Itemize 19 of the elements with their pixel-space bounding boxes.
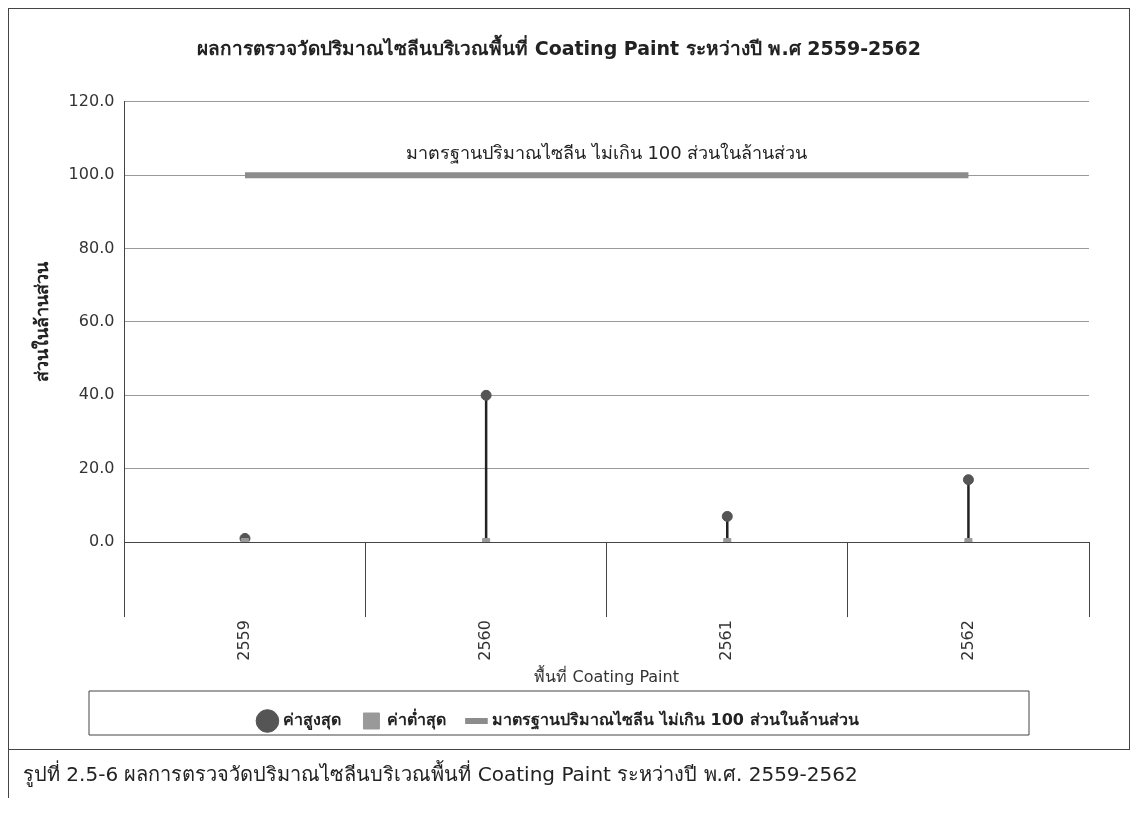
y-tick-label: 60.0 bbox=[78, 311, 115, 331]
legend-label: ค่าสูงสุด bbox=[283, 710, 342, 732]
annotation: มาตรฐานปริมาณไซลีน ไม่เกิน 100 ส่วนในล้านส่วน bbox=[405, 141, 808, 164]
x-tick-label: 2559 bbox=[234, 620, 254, 661]
y-tick-label: 120.0 bbox=[68, 90, 115, 110]
y-axis-title: ส่วนในล้านส่วน bbox=[31, 260, 53, 382]
text: รูปที่ 2.5-6 ผลการตรวจวัดปริมาณไซลีนบริเวณพื้นที่ Coating Paint ระหว่างปี พ.ศ. 2559-2562 bbox=[8, 750, 1127, 798]
x-tick-label: 2562 bbox=[957, 620, 977, 661]
y-tick-label: 100.0 bbox=[68, 164, 115, 184]
legend-label: มาตรฐานปริมาณไซลีน ไม่เกิน 100 ส่วนในล้านส่วน bbox=[492, 710, 859, 731]
y-tick-label: 20.0 bbox=[78, 457, 115, 477]
y-tick-label: 80.0 bbox=[78, 237, 115, 257]
y-tick-label: 40.0 bbox=[78, 384, 115, 404]
x-axis-title: พื้นที่ Coating Paint bbox=[534, 664, 679, 686]
x-tick-label: 2561 bbox=[716, 620, 736, 661]
y-tick-label: 0.0 bbox=[88, 531, 115, 551]
x-tick-label: 2560 bbox=[475, 620, 495, 661]
legend-label: ค่าต่ำสุด bbox=[387, 708, 447, 731]
chart-title: ผลการตรวจวัดปริมาณไซลีนบริเวณพื้นที่ Coating Paint ระหว่างปี พ.ศ 2559-2562 bbox=[197, 34, 921, 60]
